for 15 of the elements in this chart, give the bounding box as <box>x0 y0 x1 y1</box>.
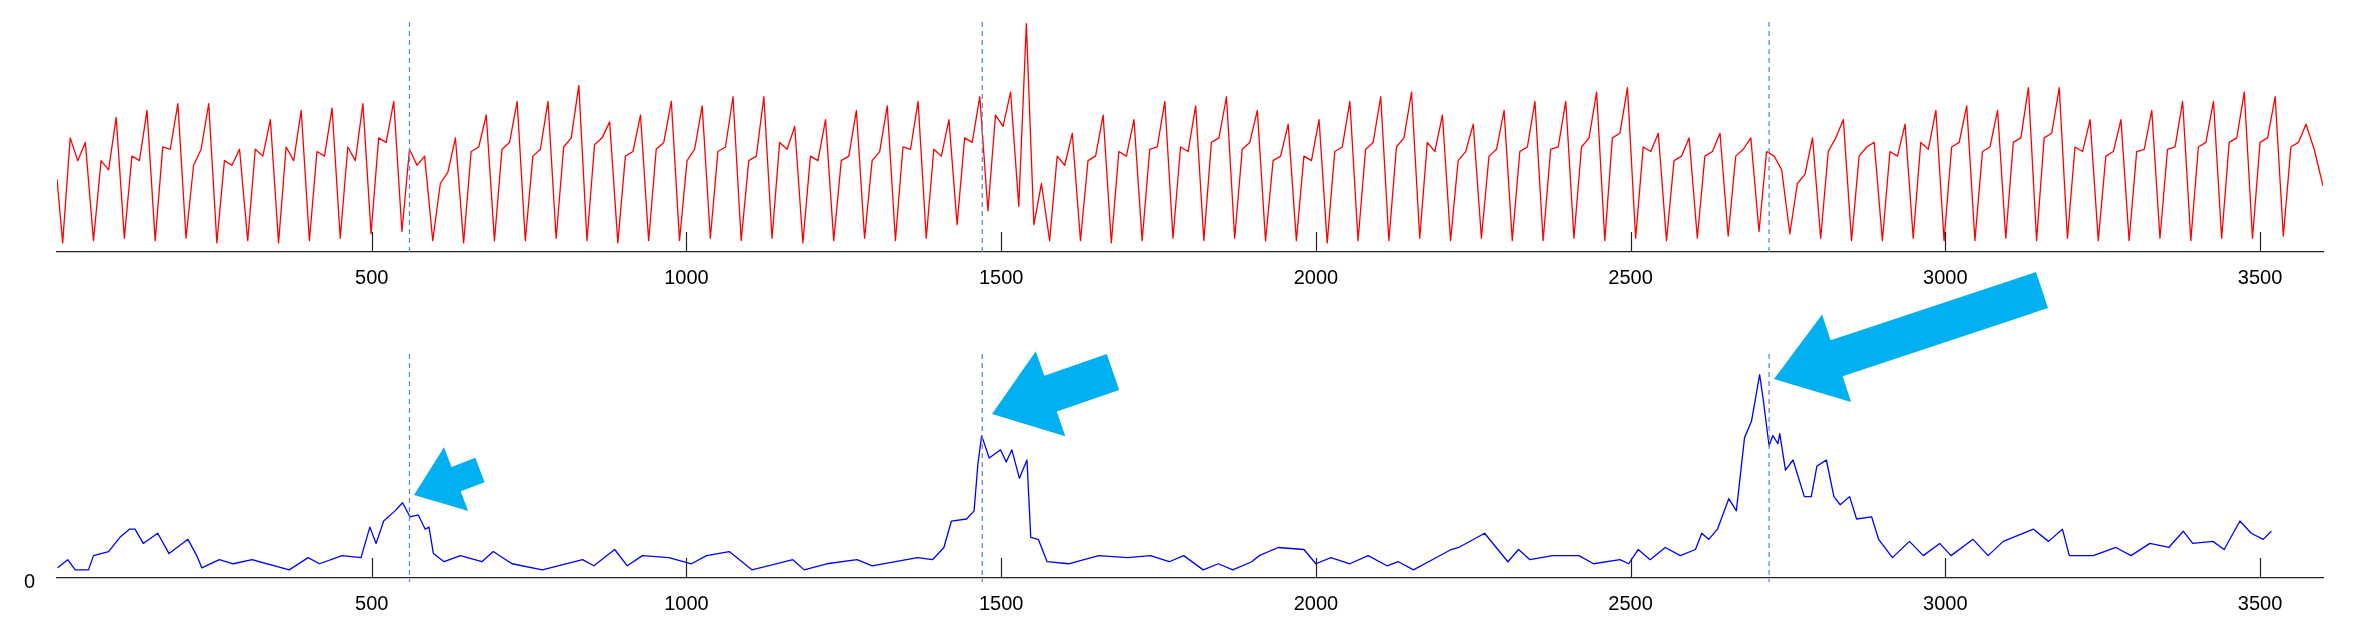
x-tick-label: 3500 <box>2237 265 2283 288</box>
x-tick-label: 2000 <box>1293 591 1339 614</box>
x-tick-label: 1500 <box>978 265 1024 288</box>
x-tick-label: 2500 <box>1608 265 1653 288</box>
x-tick-label: 500 <box>355 591 389 614</box>
x-tick-label: 2500 <box>1608 591 1653 614</box>
x-tick-label: 3000 <box>1923 265 1968 288</box>
x-tick-label: 3000 <box>1923 591 1968 614</box>
text: 0 <box>23 569 35 592</box>
x-tick-label: 1500 <box>978 591 1024 614</box>
x-tick-label: 1000 <box>664 265 709 288</box>
x-tick-label: 1000 <box>664 591 709 614</box>
x-tick-label: 2000 <box>1293 265 1339 288</box>
x-tick-label: 500 <box>355 265 389 288</box>
x-tick-label: 3500 <box>2237 591 2283 614</box>
